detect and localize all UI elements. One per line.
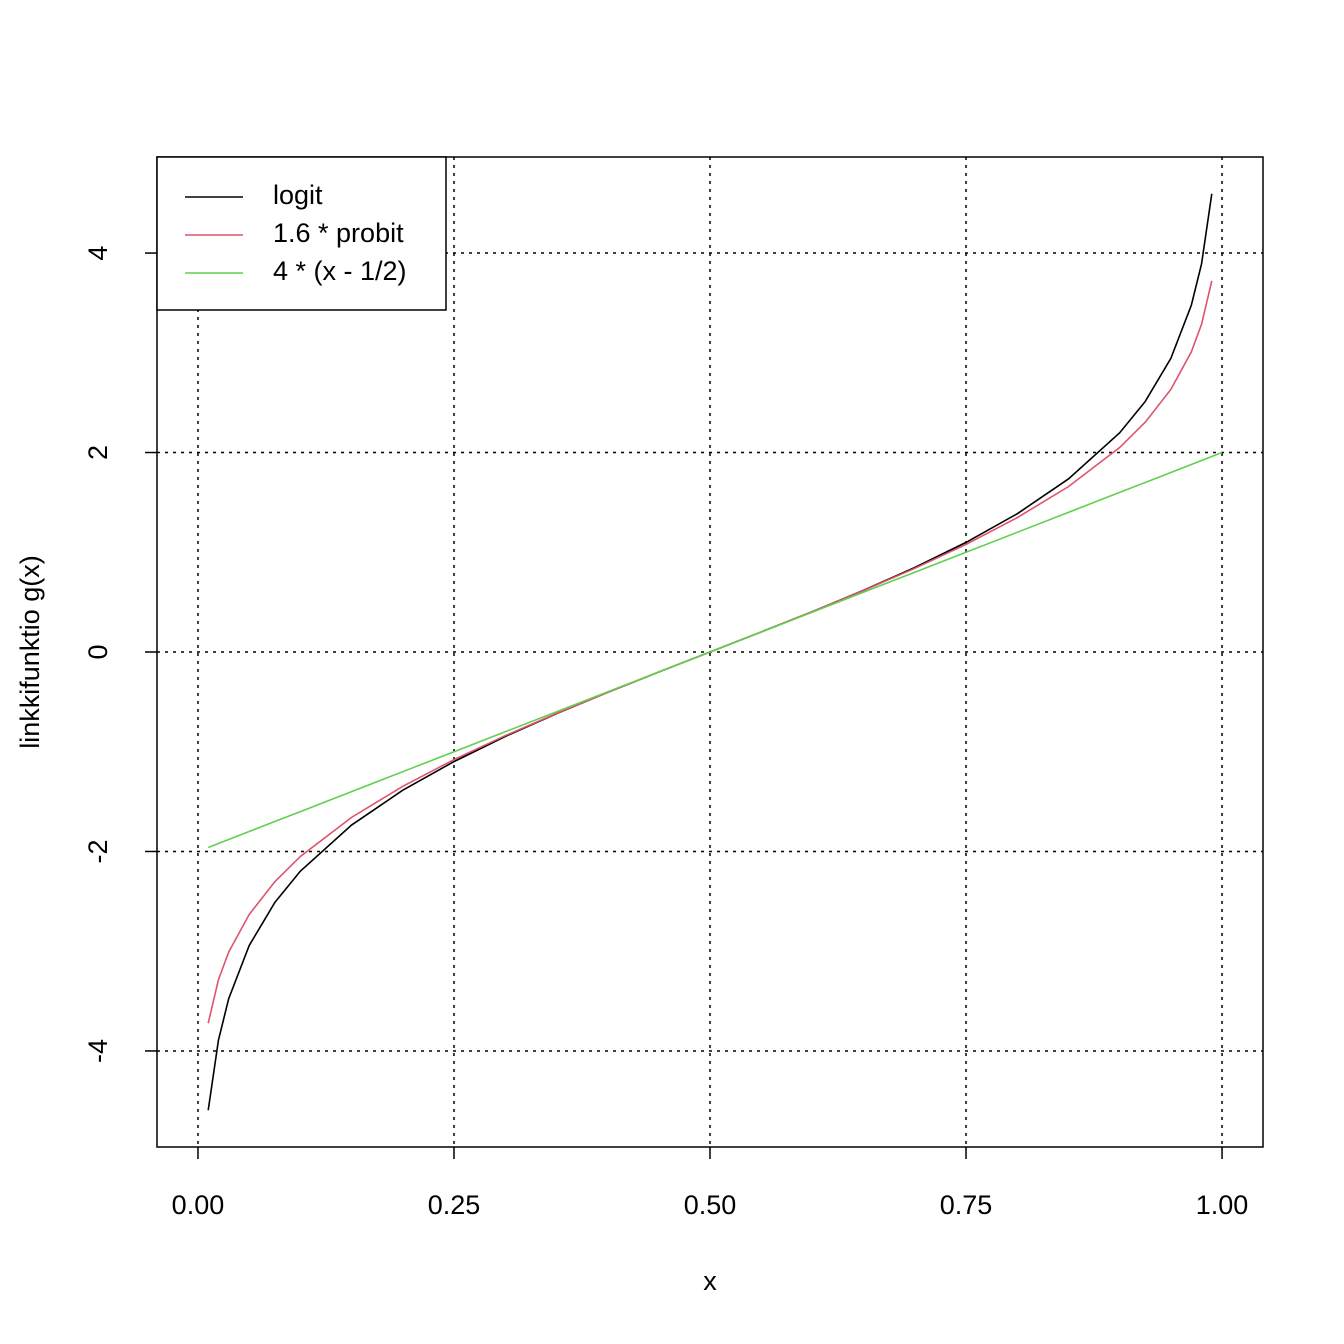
x-tick-label: 1.00 — [1196, 1190, 1249, 1220]
y-tick-label: -2 — [83, 839, 113, 863]
legend-label: logit — [273, 180, 323, 210]
y-tick-label: 0 — [83, 644, 113, 659]
x-tick-label: 0.25 — [428, 1190, 481, 1220]
y-tick-label: 4 — [83, 246, 113, 261]
legend-box — [156, 156, 447, 311]
x-tick-label: 0.00 — [172, 1190, 225, 1220]
x-axis-label: x — [703, 1266, 717, 1296]
x-tick-label: 0.75 — [940, 1190, 993, 1220]
y-axis-label: linkkifunktio g(x) — [15, 555, 45, 749]
y-tick-label: 2 — [83, 445, 113, 460]
series-line — [207, 451, 1223, 849]
y-tick-label: -4 — [83, 1039, 113, 1063]
legend-label: 1.6 * probit — [273, 218, 404, 248]
x-tick-label: 0.50 — [684, 1190, 737, 1220]
legend-label: 4 * (x - 1/2) — [273, 256, 407, 286]
